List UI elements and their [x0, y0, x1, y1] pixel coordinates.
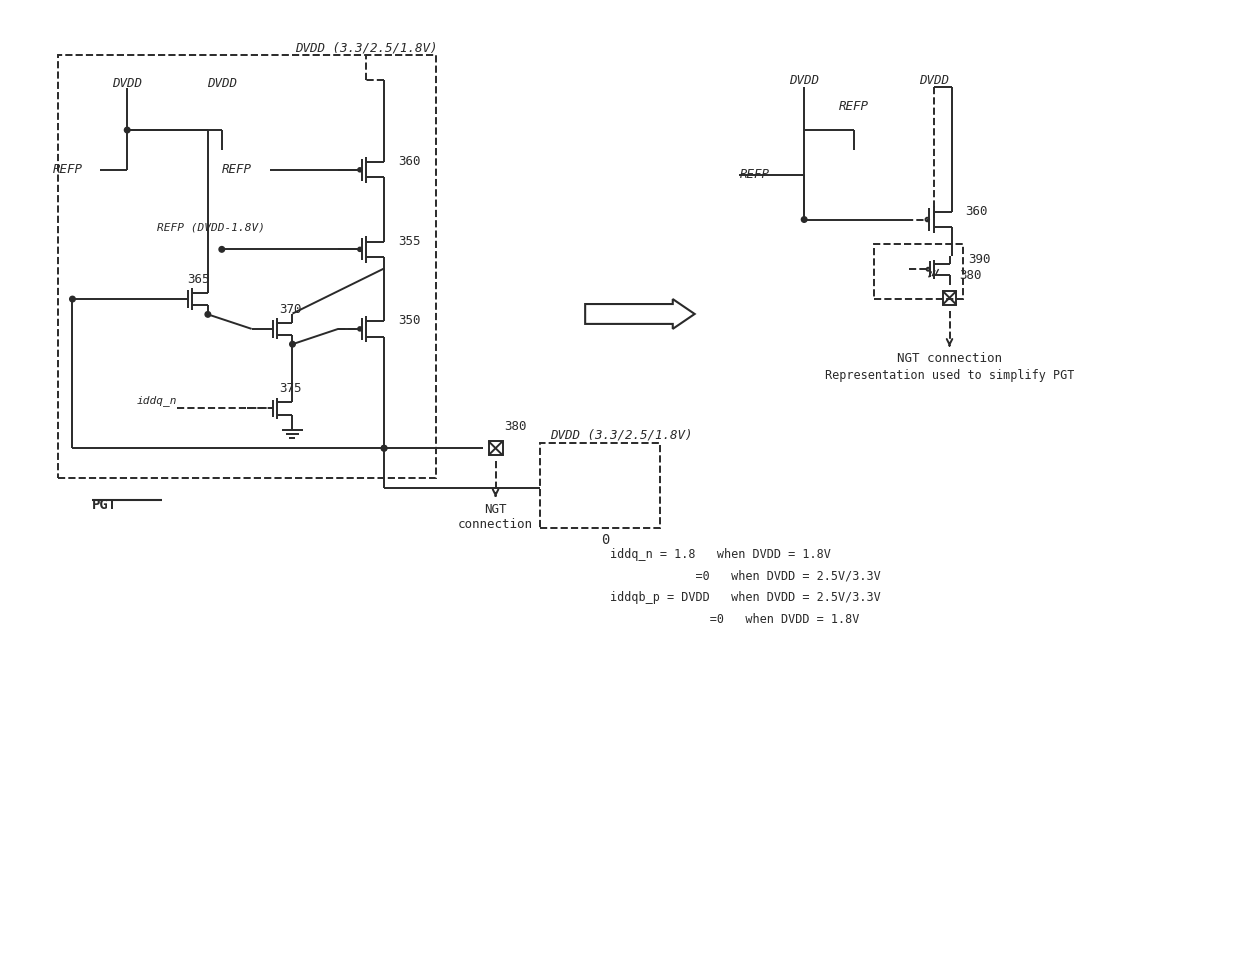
Circle shape	[381, 446, 387, 451]
Text: 370: 370	[279, 302, 303, 316]
Text: REFP: REFP	[52, 164, 83, 176]
Text: 390: 390	[968, 253, 991, 266]
Text: =0   when DVDD = 1.8V: =0 when DVDD = 1.8V	[610, 613, 859, 626]
Bar	[942, 291, 956, 304]
Text: iddq_n = 1.8   when DVDD = 1.8V: iddq_n = 1.8 when DVDD = 1.8V	[610, 548, 831, 560]
Text: 365: 365	[187, 273, 210, 286]
Text: 360: 360	[398, 155, 420, 169]
Text: REFP: REFP	[839, 100, 869, 113]
FancyArrow shape	[585, 299, 694, 329]
Text: 350: 350	[398, 315, 420, 327]
Text: PGT: PGT	[92, 498, 118, 512]
Text: DVDD: DVDD	[919, 74, 949, 87]
Text: 355: 355	[398, 235, 420, 247]
Text: =0   when DVDD = 2.5V/3.3V: =0 when DVDD = 2.5V/3.3V	[610, 569, 880, 583]
Text: REFP: REFP	[739, 169, 770, 181]
Text: 380: 380	[960, 270, 982, 282]
Text: NGT connection: NGT connection	[897, 352, 1002, 366]
Circle shape	[69, 297, 76, 301]
Text: REFP (DVDD-1.8V): REFP (DVDD-1.8V)	[157, 222, 265, 232]
Circle shape	[290, 342, 295, 347]
Bar	[57, 56, 435, 478]
Text: 360: 360	[966, 205, 988, 218]
Text: NGT
connection: NGT connection	[458, 503, 533, 531]
Circle shape	[381, 446, 387, 451]
Text: 380: 380	[505, 420, 527, 432]
Text: DVDD: DVDD	[112, 77, 143, 90]
Text: DVDD: DVDD	[207, 77, 237, 90]
Text: REFP: REFP	[222, 164, 252, 176]
Bar	[541, 443, 660, 528]
Text: iddq_n: iddq_n	[136, 395, 177, 406]
Bar	[489, 441, 502, 455]
Text: 0: 0	[601, 533, 609, 547]
Circle shape	[205, 312, 211, 317]
Text: DVDD (3.3/2.5/1.8V): DVDD (3.3/2.5/1.8V)	[295, 41, 438, 54]
Circle shape	[124, 127, 130, 133]
Text: DVDD: DVDD	[789, 74, 820, 87]
Text: iddqb_p = DVDD   when DVDD = 2.5V/3.3V: iddqb_p = DVDD when DVDD = 2.5V/3.3V	[610, 591, 880, 605]
Circle shape	[801, 217, 807, 222]
Bar	[874, 245, 963, 299]
Text: DVDD (3.3/2.5/1.8V): DVDD (3.3/2.5/1.8V)	[551, 429, 693, 442]
Circle shape	[219, 247, 224, 252]
Text: 375: 375	[279, 382, 303, 395]
Text: Representation used to simplify PGT: Representation used to simplify PGT	[825, 370, 1074, 382]
